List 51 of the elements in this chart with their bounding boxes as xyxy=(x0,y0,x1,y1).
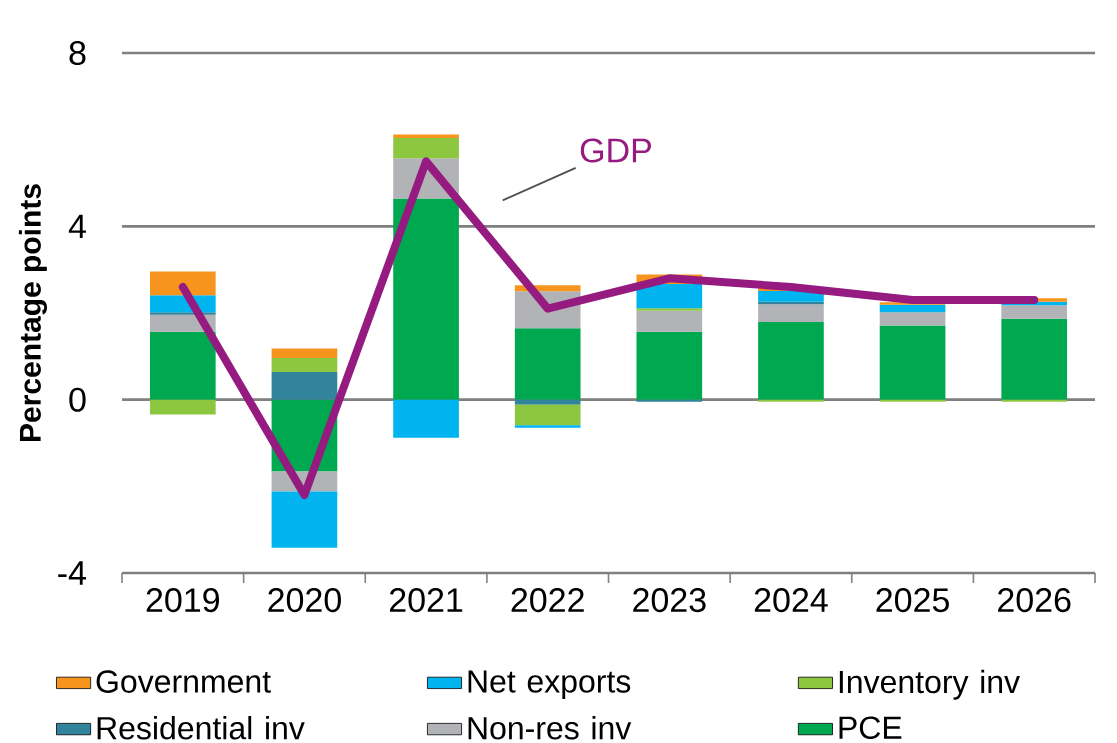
text: GDP xyxy=(580,138,651,163)
x-tick-label: 2020 xyxy=(268,588,341,613)
x-tick-label: 2024 xyxy=(754,588,828,613)
x-tick-label: 2026 xyxy=(998,588,1071,613)
legend-label: Net exports xyxy=(468,670,631,700)
bar xyxy=(758,399,824,402)
bar xyxy=(393,134,459,138)
y-tick-label: -4 xyxy=(58,561,86,585)
bar xyxy=(1001,399,1068,402)
bar xyxy=(636,331,703,400)
x-tick-label: 2021 xyxy=(389,588,463,613)
legend-label: Non-res inv xyxy=(468,715,632,740)
legend-label: PCE xyxy=(839,716,902,740)
bar xyxy=(758,290,824,302)
legend-label: Government xyxy=(96,670,271,693)
bar xyxy=(1001,305,1068,319)
bar xyxy=(1001,318,1068,400)
legend-label: Inventory inv xyxy=(839,669,1020,700)
bar xyxy=(271,358,338,372)
bar xyxy=(636,308,703,311)
y-axis-title: Percentage points xyxy=(18,184,47,442)
bar xyxy=(636,283,703,309)
bar xyxy=(271,348,338,359)
legend-label: Residential inv xyxy=(97,715,305,740)
x-tick-label: 2019 xyxy=(146,588,220,613)
bar xyxy=(514,399,581,405)
bar xyxy=(271,371,338,400)
bar xyxy=(636,310,703,332)
y-tick-label: 8 xyxy=(69,40,86,66)
bar xyxy=(149,331,216,400)
bar xyxy=(514,425,581,428)
bar xyxy=(271,491,338,548)
bar xyxy=(879,312,946,326)
bar xyxy=(879,399,946,402)
bar xyxy=(149,399,216,415)
y-tick-label: 0 xyxy=(69,387,86,412)
y-tick-label: 4 xyxy=(68,214,86,239)
bar xyxy=(149,271,216,296)
bar xyxy=(758,304,824,323)
bar xyxy=(393,198,459,400)
bar xyxy=(758,322,824,400)
x-tick-label: 2025 xyxy=(876,588,949,613)
bar xyxy=(879,325,946,400)
x-tick-label: 2023 xyxy=(633,588,706,613)
bar xyxy=(636,399,703,402)
x-tick-label: 2022 xyxy=(511,588,584,613)
bar xyxy=(879,304,946,313)
bar xyxy=(514,404,581,426)
bar xyxy=(393,399,459,438)
bar xyxy=(514,328,581,400)
bar xyxy=(393,137,459,159)
